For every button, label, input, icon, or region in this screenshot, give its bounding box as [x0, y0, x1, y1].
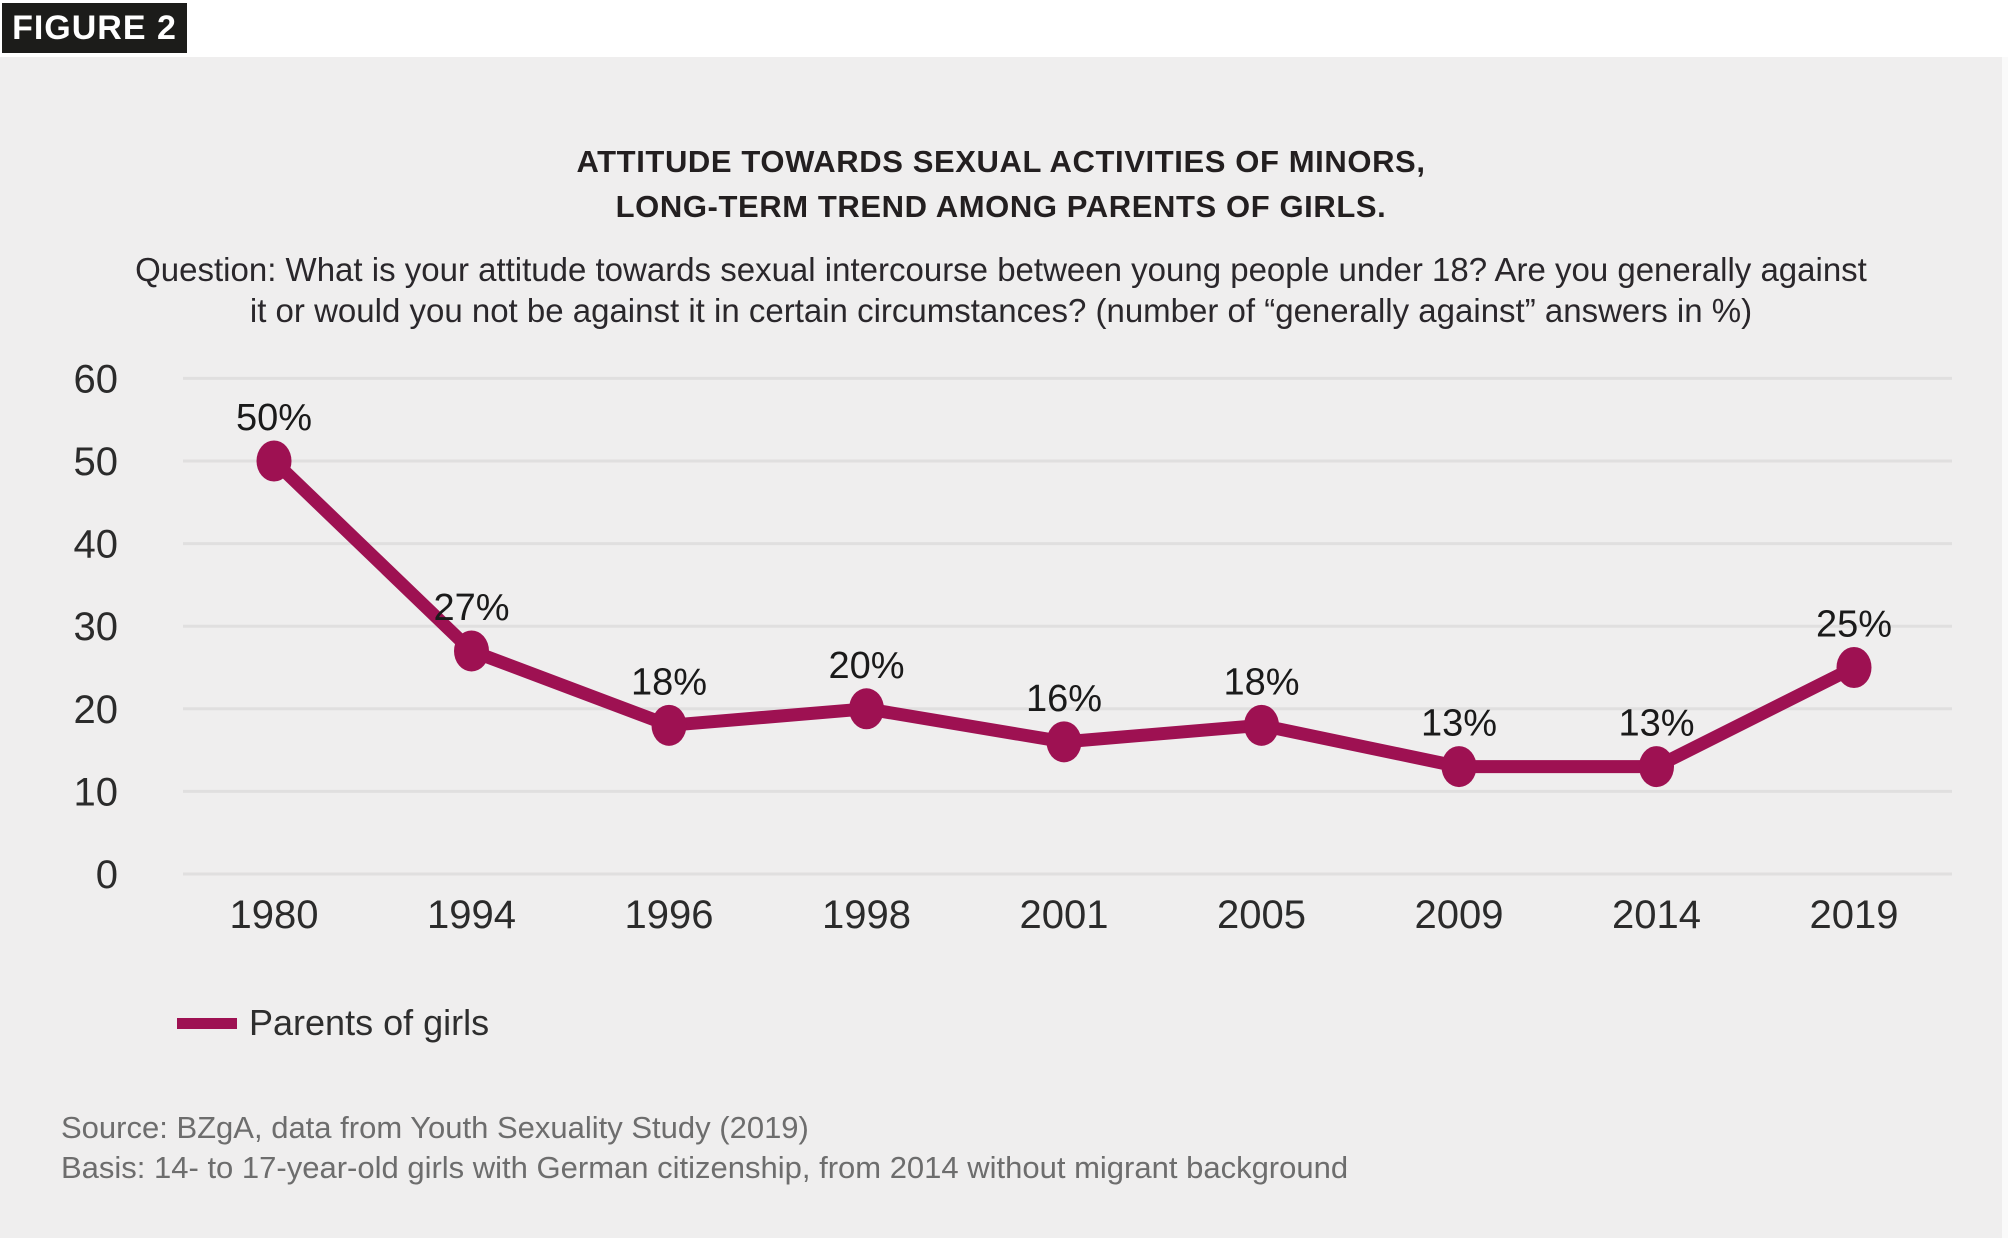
y-tick-label: 40 [74, 523, 119, 567]
x-tick-label: 2019 [1810, 893, 1899, 937]
line-chart: 0 10 20 30 40 50 60 1980 1994 1996 1998 2001 2005 200… [74, 357, 1952, 937]
x-tick-label: 1994 [427, 893, 516, 937]
data-point-label: 16% [1026, 678, 1102, 720]
figure-badge: FIGURE 2 [2, 3, 187, 53]
x-tick-label: 2014 [1612, 893, 1701, 937]
data-point [849, 688, 884, 730]
data-point-label: 27% [433, 587, 509, 629]
chart-title: ATTITUDE TOWARDS SEXUAL ACTIVITIES OF MI… [0, 139, 2002, 229]
y-tick-label: 50 [74, 440, 119, 484]
chart-legend: Parents of girls [177, 1002, 490, 1043]
y-tick-label: 30 [74, 605, 119, 649]
chart-question-line1: Question: What is your attitude towards … [135, 251, 1867, 288]
data-point-label: 25% [1816, 604, 1892, 646]
chart-title-line2: LONG-TERM TREND AMONG PARENTS OF GIRLS. [615, 189, 1387, 224]
series-line [267, 454, 1861, 774]
data-point-label: 50% [236, 397, 312, 439]
legend-line-swatch [177, 1017, 237, 1029]
data-point-label: 20% [828, 645, 904, 687]
source-note: Source: BZgA, data from Youth Sexuality … [61, 1108, 1348, 1188]
data-point [1441, 746, 1477, 788]
source-line: Source: BZgA, data from Youth Sexuality … [61, 1110, 809, 1145]
data-point [256, 440, 292, 482]
data-point [1046, 721, 1082, 763]
y-tick-label: 20 [74, 688, 119, 732]
data-point-label: 13% [1421, 703, 1497, 745]
data-point [454, 630, 489, 672]
figure-badge-label: FIGURE 2 [12, 8, 177, 47]
data-point-label: 18% [1223, 661, 1299, 703]
chart-question-line2: it or would you not be against it in cer… [249, 292, 1753, 329]
data-point [1836, 647, 1872, 688]
basis-line: Basis: 14- to 17-year-old girls with Ger… [61, 1150, 1349, 1185]
top-strip [0, 0, 2008, 57]
data-point-label: 18% [631, 661, 707, 703]
x-tick-label: 2005 [1217, 893, 1306, 937]
y-tick-label: 60 [74, 357, 119, 401]
data-point [1639, 746, 1674, 788]
x-tick-label: 1980 [230, 893, 319, 937]
chart-question: Question: What is your attitude towards … [0, 249, 2002, 331]
data-point [1244, 704, 1279, 746]
x-tick-label: 1998 [822, 893, 911, 937]
y-tick-label: 10 [74, 770, 119, 814]
chart-panel: ATTITUDE TOWARDS SEXUAL ACTIVITIES OF MI… [0, 57, 2002, 1238]
x-tick-label: 2001 [1020, 893, 1109, 937]
data-point [651, 704, 687, 746]
x-tick-label: 1996 [625, 893, 714, 937]
x-tick-label: 2009 [1415, 893, 1504, 937]
legend-label: Parents of girls [249, 1002, 490, 1043]
right-edge-strip [2002, 57, 2008, 1238]
y-tick-label: 0 [96, 853, 118, 897]
data-point-label: 13% [1618, 703, 1694, 745]
chart-title-line1: ATTITUDE TOWARDS SEXUAL ACTIVITIES OF MI… [576, 144, 1426, 179]
